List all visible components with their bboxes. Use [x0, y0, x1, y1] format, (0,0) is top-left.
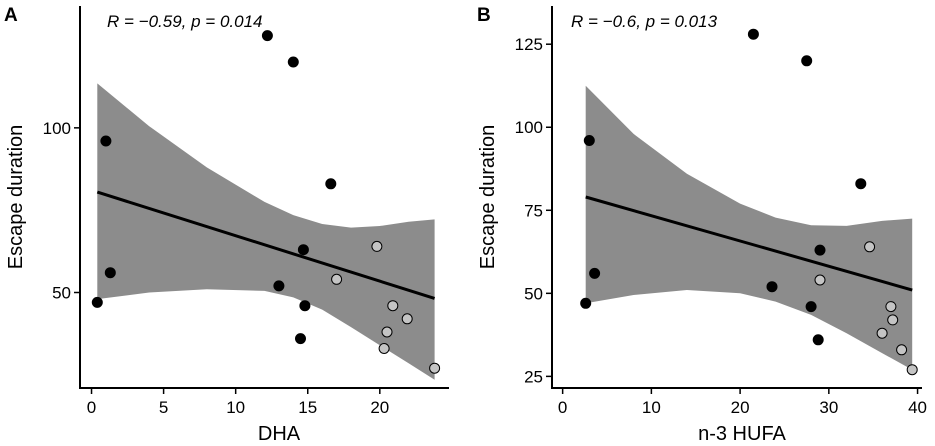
panel-b-regression-line — [585, 195, 913, 292]
panel-b-y-tick-label: 25 — [524, 367, 543, 386]
panel-a-data-point — [273, 280, 285, 292]
panel-a-data-point — [429, 362, 441, 374]
panel-a-x-tick-label: 20 — [370, 398, 389, 417]
panel-b-data-point — [589, 267, 601, 279]
panel-a-plot: 0 5 10 15 20 50 100 — [43, 6, 449, 417]
panel-b-stat-p: p = 0.013 — [645, 12, 718, 31]
panel-b-x-tick-label: 0 — [558, 398, 567, 417]
panel-a-data-point — [331, 273, 343, 285]
panel-b-data-point — [855, 178, 867, 190]
panel-a-data-point — [295, 333, 306, 345]
panel-a-data-point — [299, 300, 311, 312]
panel-b-stat: R = −0.6, p = 0.013 — [571, 12, 718, 31]
panel-b-x-tick-label: 10 — [642, 398, 661, 417]
panel-a-x-tick-label: 0 — [87, 398, 96, 417]
panel-a-label: A — [4, 5, 18, 26]
panel-b-x-axis-title: n-3 HUFA — [698, 423, 786, 445]
panel-a-data-point — [287, 56, 299, 68]
panel-b-data-point — [885, 301, 897, 313]
panel-a-data-point — [104, 267, 116, 279]
panel-b-data-point — [812, 334, 824, 346]
panel-a-data-point — [261, 30, 273, 42]
panel-b-data-point — [747, 28, 759, 40]
panel-a-y-tick-label: 100 — [43, 119, 71, 138]
panel-b-data-point — [896, 344, 908, 356]
panel-a-y-tick-label: 50 — [52, 284, 71, 303]
panel-b-data-point — [805, 301, 817, 313]
panel-a-data-point — [387, 300, 399, 312]
panel-b-data-point — [583, 135, 595, 146]
panel-b-data-point — [876, 327, 888, 339]
panel-b-x-tick-label: 20 — [731, 398, 750, 417]
panel-b-x-tick-label: 40 — [908, 398, 927, 417]
panel-b-plot: 0 10 20 30 40 25 50 75 100 125 — [515, 6, 927, 417]
panel-a-x-axis-title: DHA — [258, 423, 301, 445]
panel-b-data-point — [814, 244, 826, 256]
panel-b-stat-r: R = −0.6, — [571, 12, 646, 31]
panel-b-data-point — [801, 55, 813, 67]
panel-b-confidence-band — [585, 85, 913, 370]
panel-b-data-point — [814, 274, 826, 286]
panel-b-y-tick-label: 125 — [515, 35, 543, 54]
panel-b-data-point — [906, 364, 918, 376]
panel-a: A R = −0.59, p = 0.014 0 5 10 15 20 50 100 DHA… — [4, 5, 449, 445]
panel-b-data-point — [766, 281, 778, 293]
panel-b: B R = −0.6, p = 0.013 0 10 20 30 40 25 50 75 100… — [477, 5, 927, 445]
panel-b-y-tick-label: 75 — [524, 201, 543, 220]
panel-a-data-point — [371, 240, 383, 252]
panel-b-data-point — [580, 297, 592, 309]
panel-a-data-point — [325, 178, 337, 190]
panel-a-confidence-band — [97, 83, 435, 380]
panel-a-data-point — [91, 296, 103, 308]
panel-a-x-tick-label: 5 — [159, 398, 168, 417]
panel-a-x-tick-label: 15 — [298, 398, 317, 417]
panel-b-y-axis-title: Escape duration — [477, 125, 499, 270]
panel-b-label: B — [477, 5, 491, 26]
panel-b-y-tick-label: 50 — [524, 284, 543, 303]
panel-a-data-point — [100, 135, 112, 147]
panel-a-stat: R = −0.59, p = 0.014 — [107, 12, 263, 31]
panel-b-data-point — [864, 241, 876, 253]
panel-a-y-axis-title: Escape duration — [5, 125, 27, 270]
panel-a-data-point — [401, 313, 413, 325]
panel-b-y-tick-label: 100 — [515, 118, 543, 137]
panel-a-stat-r: R = −0.59, — [107, 12, 191, 31]
panel-b-x-tick-label: 30 — [819, 398, 838, 417]
panel-b-data-point — [887, 314, 899, 326]
panel-a-x-tick-label: 10 — [226, 398, 245, 417]
panel-a-data-point — [381, 326, 393, 338]
panel-a-stat-p: p = 0.014 — [190, 12, 262, 31]
panel-a-regression-line — [96, 190, 436, 300]
panel-a-data-point — [297, 244, 309, 256]
panel-a-data-point — [378, 343, 390, 354]
